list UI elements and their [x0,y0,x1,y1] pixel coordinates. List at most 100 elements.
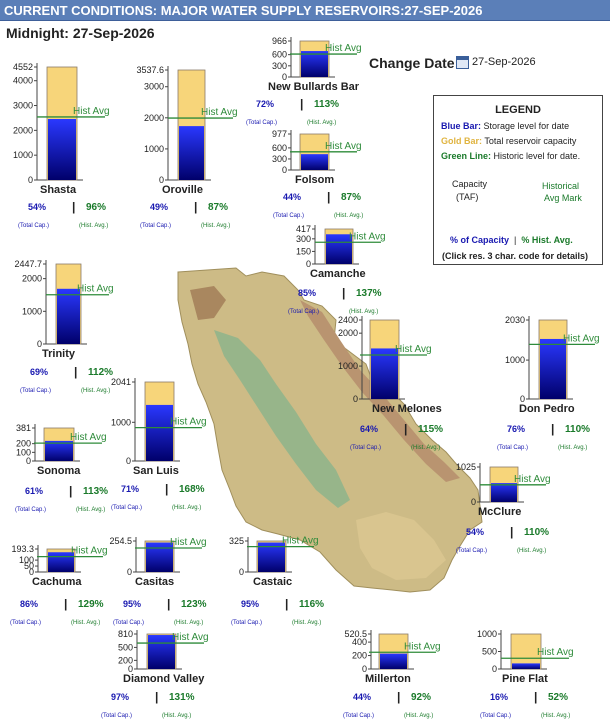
diamond-valley-total-cap-label: (Total Cap.) [101,713,132,719]
san-luis-name[interactable]: San Luis [133,465,179,477]
don-pedro-tick-label: 2030 [505,315,525,325]
casitas-name[interactable]: Casitas [135,576,174,588]
millerton-hist-label: Hist Avg [404,641,441,652]
change-date-value[interactable]: 27-Sep-2026 [472,56,536,68]
calendar-icon[interactable] [456,56,469,69]
castaic-pct-capacity: 95% [241,599,259,609]
legend-click-note: (Click res. 3 char. code for details) [442,251,589,261]
trinity-pct-hist: 112% [88,367,113,378]
trinity-name[interactable]: Trinity [42,348,76,360]
don-pedro-pct-hist: 110% [565,424,590,435]
trinity-hist-avg-label: (Hist. Avg.) [81,388,110,394]
legend-green-row: Green Line: Historic level for date. [441,151,580,161]
folsom-pct-capacity: 44% [283,192,301,202]
oroville-pct-capacity: 49% [150,202,168,212]
legend-gold-row: Gold Bar: Total reservoir capacity [441,136,576,146]
castaic-stat-sep: | [285,597,288,611]
folsom-storage-bar [301,154,328,170]
folsom-hist-avg-label: (Hist. Avg.) [334,213,363,219]
diamond-valley-tick-label: 0 [128,664,133,674]
cachuma-hist-label: Hist Avg [71,546,108,557]
casitas-storage-bar [146,542,173,572]
pine-flat-name[interactable]: Pine Flat [502,673,548,685]
new-bullards-bar-tick-label: 600 [272,50,287,60]
sonoma-total-cap-label: (Total Cap.) [15,507,46,513]
sonoma-tick-label: 381 [16,423,31,433]
camanche-total-cap-label: (Total Cap.) [288,309,319,315]
mcclure-pct-capacity: 54% [466,527,484,537]
pine-flat-storage-bar [512,663,540,669]
camanche-storage-bar [326,234,352,264]
castaic-pct-hist: 116% [299,599,324,610]
don-pedro-hist-avg-label: (Hist. Avg.) [558,445,587,451]
cachuma-tick-label: 50 [24,561,34,571]
diamond-valley-name[interactable]: Diamond Valley [123,673,205,685]
new-bullards-bar-hist-label: Hist Avg [325,43,362,54]
oroville-stat-sep: | [194,200,197,214]
new-bullards-bar-tick-label: 966 [272,36,287,46]
legend-historical-label: Historical [542,181,580,191]
folsom-name[interactable]: Folsom [295,174,334,186]
san-luis-tick-label: 0 [126,456,131,466]
shasta-name[interactable]: Shasta [40,184,77,196]
new-bullards-bar-storage-bar [301,51,328,77]
legend-pct-capacity: % of Capacity [450,235,510,245]
don-pedro-name[interactable]: Don Pedro [519,403,575,415]
oroville-name[interactable]: Oroville [162,184,203,196]
don-pedro-hist-label: Hist Avg [563,333,600,344]
oroville-storage-bar [179,126,204,180]
page-title: CURRENT CONDITIONS: MAJOR WATER SUPPLY R… [4,3,483,18]
new-melones-tick-label: 1000 [338,361,358,371]
new-melones-tick-label: 2000 [338,328,358,338]
cachuma-hist-avg-label: (Hist. Avg.) [71,620,100,626]
diamond-valley-pct-hist: 131% [169,692,195,703]
camanche-name[interactable]: Camanche [310,268,366,280]
casitas-hist-avg-label: (Hist. Avg.) [174,620,203,626]
millerton-stat-sep: | [397,690,400,704]
shasta-total-cap-label: (Total Cap.) [18,223,49,229]
new-bullards-bar-total-cap-label: (Total Cap.) [246,120,277,126]
legend-blue-key: Blue Bar: [441,121,482,131]
camanche-pct-hist: 137% [356,288,382,299]
casitas-tick-label: 0 [127,567,132,577]
folsom-hist-label: Hist Avg [325,141,362,152]
sonoma-tick-label: 100 [16,447,31,457]
millerton-pct-hist: 92% [411,692,431,703]
legend-pct-row: % of Capacity | % Hist. Avg. [450,235,573,245]
cachuma-name[interactable]: Cachuma [32,576,82,588]
millerton-name[interactable]: Millerton [365,673,411,685]
millerton-hist-avg-label: (Hist. Avg.) [404,713,433,719]
legend-green-key: Green Line: [441,151,492,161]
folsom-pct-hist: 87% [341,192,361,203]
oroville-tick-label: 3000 [144,82,164,92]
sonoma-name[interactable]: Sonoma [37,465,81,477]
pine-flat-tick-label: 0 [492,664,497,674]
castaic-storage-bar [258,542,285,572]
folsom-tick-label: 300 [272,154,287,164]
san-luis-hist-label: Hist Avg [170,417,207,428]
castaic-name[interactable]: Castaic [253,576,292,588]
shasta-storage-bar [48,118,76,180]
shasta-tick-label: 2000 [13,125,33,135]
diamond-valley-tick-label: 200 [118,655,133,665]
camanche-hist-label: Hist Avg [349,231,386,242]
mcclure-hist-label: Hist Avg [514,474,551,485]
pine-flat-tick-label: 1000 [477,629,497,639]
castaic-total-cap-label: (Total Cap.) [231,620,262,626]
legend-gold-text: Total reservoir capacity [484,136,577,146]
castaic-tick-label: 325 [229,536,244,546]
new-melones-name[interactable]: New Melones [372,403,442,415]
don-pedro-pct-capacity: 76% [507,424,525,434]
trinity-hist-label: Hist Avg [77,284,114,295]
diamond-valley-storage-bar [148,635,175,669]
pine-flat-total-cap-label: (Total Cap.) [480,713,511,719]
camanche-tick-label: 300 [296,234,311,244]
cachuma-pct-hist: 129% [78,599,104,610]
legend-pct-hist: % Hist. Avg. [521,235,573,245]
legend-avg-mark-label: Avg Mark [544,193,582,203]
mcclure-name[interactable]: McClure [478,506,521,518]
oroville-pct-hist: 87% [208,202,228,213]
trinity-tick-label: 2000 [22,274,42,284]
new-bullards-bar-name[interactable]: New Bullards Bar [268,81,360,93]
